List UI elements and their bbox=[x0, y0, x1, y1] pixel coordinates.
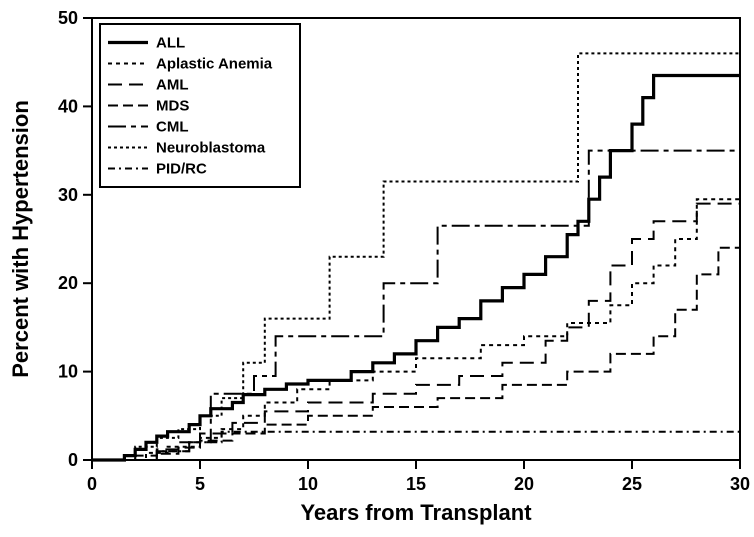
legend-label-AplasticAnemia: Aplastic Anemia bbox=[156, 56, 273, 73]
x-axis-title: Years from Transplant bbox=[300, 500, 532, 525]
legend-label-MDS: MDS bbox=[156, 98, 189, 115]
series-AML bbox=[92, 204, 740, 460]
series-AplasticAnemia bbox=[92, 199, 740, 460]
y-tick-label: 30 bbox=[58, 185, 78, 205]
y-tick-label: 40 bbox=[58, 96, 78, 116]
y-tick-label: 0 bbox=[68, 450, 78, 470]
x-tick-label: 0 bbox=[87, 474, 97, 494]
legend-label-CML: CML bbox=[156, 119, 189, 136]
x-tick-label: 30 bbox=[730, 474, 750, 494]
chart-container: 0 5 10 15 20 25 30 0 10 20 30 40 50 Years from Transp… bbox=[0, 0, 754, 537]
legend-label-AML: AML bbox=[156, 77, 189, 94]
y-tick-label: 50 bbox=[58, 8, 78, 28]
x-tick-label: 15 bbox=[406, 474, 426, 494]
x-tick-label: 10 bbox=[298, 474, 318, 494]
legend-label-ALL: ALL bbox=[156, 35, 185, 52]
chart-svg: 0 5 10 15 20 25 30 0 10 20 30 40 50 Years from Transp… bbox=[0, 0, 754, 537]
series-CML bbox=[92, 151, 740, 460]
x-tick-label: 5 bbox=[195, 474, 205, 494]
y-tick-label: 20 bbox=[58, 273, 78, 293]
y-tick-label: 10 bbox=[58, 362, 78, 382]
legend-label-PID_RC: PID/RC bbox=[156, 161, 207, 178]
x-tick-label: 25 bbox=[622, 474, 642, 494]
x-tick-label: 20 bbox=[514, 474, 534, 494]
y-axis-title: Percent with Hypertension bbox=[8, 100, 33, 378]
legend-label-Neuroblastoma: Neuroblastoma bbox=[156, 140, 266, 157]
